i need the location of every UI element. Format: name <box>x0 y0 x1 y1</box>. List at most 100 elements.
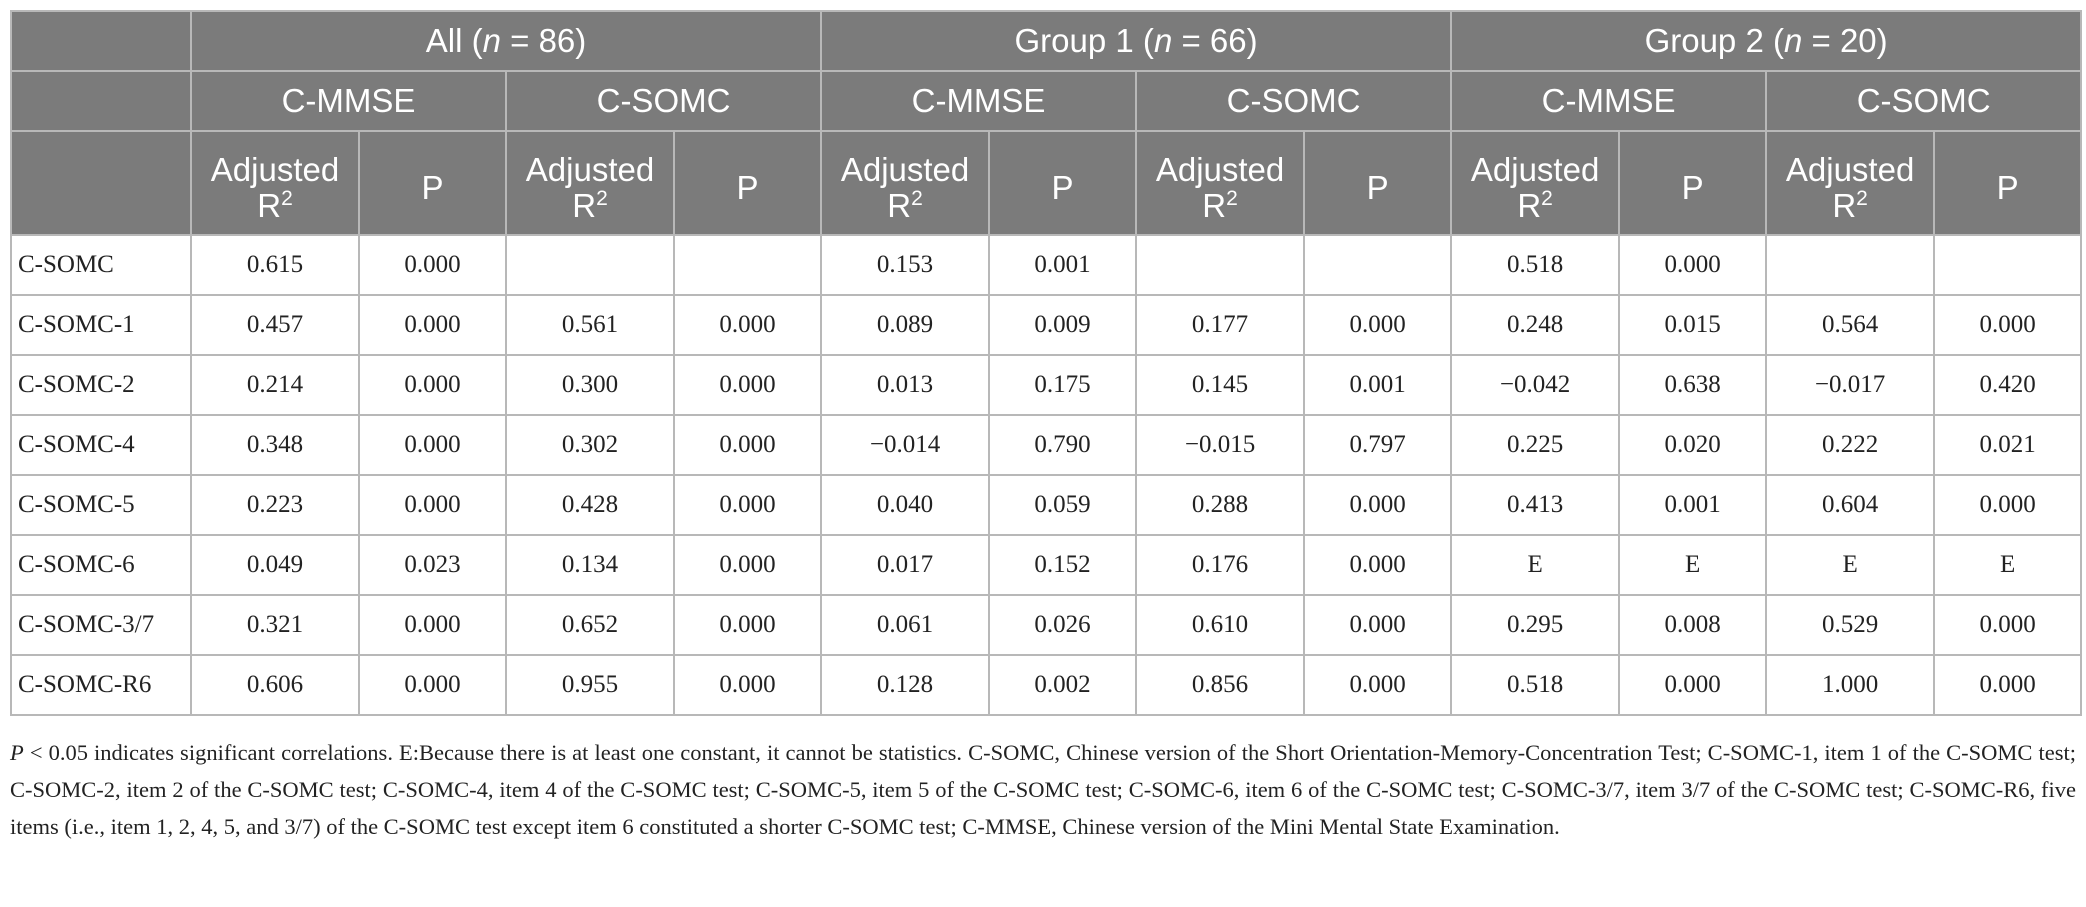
p-value-cell: 0.000 <box>358 234 507 296</box>
p-value-cell <box>1303 234 1453 296</box>
p-value-cell: 0.000 <box>1303 474 1453 536</box>
p-value-cell: 0.002 <box>988 654 1138 716</box>
adjusted-r2-header: Adjusted R2 <box>1135 130 1306 236</box>
p-value-cell <box>1933 234 2083 296</box>
p-value-cell: 0.000 <box>672 414 823 476</box>
p-value-cell: 0.000 <box>1303 294 1453 356</box>
adjusted-r2-cell: 0.248 <box>1450 294 1621 356</box>
p-value-cell: 0.000 <box>358 594 507 656</box>
p-value-cell: 0.797 <box>1303 414 1453 476</box>
adjusted-r2-cell: 0.610 <box>1135 594 1306 656</box>
adjusted-r2-cell: 0.428 <box>505 474 675 536</box>
group-header: Group 1 (n = 66) <box>820 10 1453 72</box>
table-header: All (n = 86) Group 1 (n = 66) Group 2 (n… <box>10 10 2083 236</box>
r-superscript: 2 <box>911 187 923 210</box>
p-value-cell: 0.790 <box>988 414 1138 476</box>
p-value-cell: 0.000 <box>1618 654 1768 716</box>
adjusted-r2-cell: 0.518 <box>1450 234 1621 296</box>
row-label: C-SOMC-3/7 <box>10 594 192 656</box>
r-superscript: 2 <box>1856 187 1868 210</box>
row-label: C-SOMC-6 <box>10 534 192 596</box>
p-value-cell: 0.000 <box>1933 594 2083 656</box>
p-value-cell: 0.000 <box>1933 474 2083 536</box>
group-header: All (n = 86) <box>189 10 823 72</box>
adjusted-r2-header: Adjusted R2 <box>190 130 360 236</box>
adjusted-r2-cell: E <box>1450 534 1621 596</box>
adjusted-r2-cell: 0.089 <box>820 294 991 356</box>
adjusted-r2-cell: 0.223 <box>190 474 360 536</box>
group-header: Group 2 (n = 20) <box>1450 10 2083 72</box>
adjusted-r2-cell: 0.457 <box>190 294 360 356</box>
adjusted-r2-cell: 0.017 <box>820 534 991 596</box>
measure-header: C-MMSE <box>820 70 1138 132</box>
correlation-table: All (n = 86) Group 1 (n = 66) Group 2 (n… <box>10 10 2083 716</box>
table-row: C-SOMC-R6 0.606 0.000 0.955 0.000 0.128 0.002 0… <box>10 654 2083 716</box>
adjusted-r2-cell: 0.225 <box>1450 414 1621 476</box>
adjusted-r2-cell: 0.153 <box>820 234 991 296</box>
p-value-cell: 0.001 <box>1618 474 1768 536</box>
adjusted-r2-cell: 0.295 <box>1450 594 1621 656</box>
adjusted-r2-cell: 1.000 <box>1765 654 1936 716</box>
adjusted-r2-cell: 0.604 <box>1765 474 1936 536</box>
adjusted-r2-cell: 0.413 <box>1450 474 1621 536</box>
header-corner <box>10 70 192 132</box>
table-row: C-SOMC-6 0.049 0.023 0.134 0.000 0.017 0.152 0.… <box>10 534 2083 596</box>
header-row-groups: All (n = 86) Group 1 (n = 66) Group 2 (n… <box>10 10 2083 72</box>
adjusted-r2-cell: 0.288 <box>1135 474 1306 536</box>
p-value-cell: 0.000 <box>672 534 823 596</box>
adjusted-r2-cell: 0.040 <box>820 474 991 536</box>
p-value-cell: 0.000 <box>672 654 823 716</box>
r-label: R <box>887 187 912 224</box>
measure-header: C-MMSE <box>1450 70 1768 132</box>
group-label: Group 2 <box>1644 22 1764 59</box>
adjusted-r2-cell: 0.013 <box>820 354 991 416</box>
table-row: C-SOMC-1 0.457 0.000 0.561 0.000 0.089 0.009 0.… <box>10 294 2083 356</box>
adjusted-label: Adjusted <box>1470 151 1600 189</box>
adjusted-r2-cell: 0.134 <box>505 534 675 596</box>
row-label: C-SOMC-2 <box>10 354 192 416</box>
row-label: C-SOMC-4 <box>10 414 192 476</box>
footnote-p-symbol: P <box>10 740 24 765</box>
r-label: R <box>1517 187 1542 224</box>
adjusted-r2-cell: 0.615 <box>190 234 360 296</box>
r-superscript: 2 <box>596 187 608 210</box>
p-value-cell: 0.026 <box>988 594 1138 656</box>
p-value-cell: 0.001 <box>988 234 1138 296</box>
p-value-cell: 0.000 <box>672 594 823 656</box>
row-label: C-SOMC-1 <box>10 294 192 356</box>
adjusted-r2-cell: −0.017 <box>1765 354 1936 416</box>
adjusted-r2-cell: 0.561 <box>505 294 675 356</box>
adjusted-r2-cell: 0.061 <box>820 594 991 656</box>
p-value-cell: E <box>1618 534 1768 596</box>
p-value-cell: 0.175 <box>988 354 1138 416</box>
r-label: R <box>1832 187 1857 224</box>
group-n-value: = 86 <box>510 22 576 59</box>
measure-header: C-SOMC <box>1765 70 2083 132</box>
p-value-cell: 0.152 <box>988 534 1138 596</box>
p-value-cell: 0.000 <box>358 294 507 356</box>
measure-header: C-SOMC <box>1135 70 1453 132</box>
adjusted-r2-cell: 0.955 <box>505 654 675 716</box>
adjusted-r2-cell: 0.302 <box>505 414 675 476</box>
header-row-measures: C-MMSE C-SOMC C-MMSE C-SOMC C-MMSE C-SOM… <box>10 70 2083 132</box>
adjusted-r2-cell: −0.042 <box>1450 354 1621 416</box>
p-value-cell: 0.000 <box>358 354 507 416</box>
row-label: C-SOMC-R6 <box>10 654 192 716</box>
p-value-cell: 0.000 <box>1303 534 1453 596</box>
p-value-cell: 0.000 <box>672 474 823 536</box>
table-footnote: P < 0.05 indicates significant correlati… <box>10 734 2076 845</box>
p-value-cell: 0.021 <box>1933 414 2083 476</box>
p-value-cell <box>672 234 823 296</box>
table-row: C-SOMC-3/7 0.321 0.000 0.652 0.000 0.061 0.026… <box>10 594 2083 656</box>
group-label: All <box>425 22 463 59</box>
r-label: R <box>257 187 282 224</box>
adjusted-label: Adjusted <box>210 151 340 189</box>
p-value-cell: 0.420 <box>1933 354 2083 416</box>
group-n-label: n <box>1153 22 1173 59</box>
r-label: R <box>1202 187 1227 224</box>
adjusted-r2-cell: 0.049 <box>190 534 360 596</box>
group-n-value: = 66 <box>1181 22 1247 59</box>
group-label: Group 1 <box>1014 22 1134 59</box>
table-figure: All (n = 86) Group 1 (n = 66) Group 2 (n… <box>10 10 2083 845</box>
p-value-cell: 0.638 <box>1618 354 1768 416</box>
